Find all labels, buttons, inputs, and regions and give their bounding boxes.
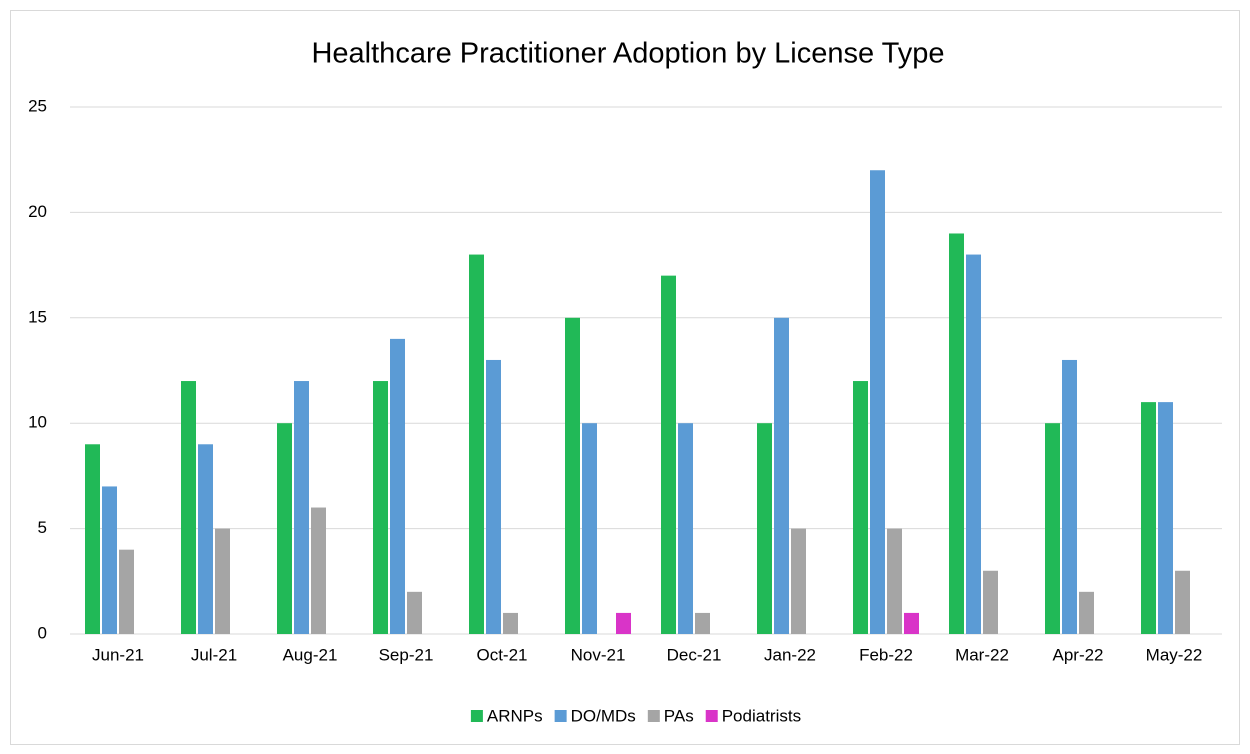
bar	[757, 423, 772, 634]
bar	[870, 170, 885, 635]
x-tick-label: Feb-22	[859, 645, 913, 664]
bar	[695, 612, 710, 634]
bar	[1045, 423, 1060, 634]
bar	[791, 528, 806, 634]
bar	[983, 570, 998, 634]
bar	[1079, 591, 1094, 634]
legend-swatch	[647, 710, 660, 722]
bar	[966, 254, 981, 634]
bar	[853, 381, 868, 634]
bar	[582, 423, 597, 634]
y-tick-label: 5	[38, 518, 47, 537]
bar	[565, 317, 580, 634]
chart-title: Healthcare Practitioner Adoption by Lice…	[311, 38, 944, 70]
bar	[949, 233, 964, 635]
bar	[390, 338, 405, 634]
x-tick-label: Nov-21	[571, 645, 626, 664]
legend-swatch	[705, 710, 718, 722]
y-tick-label: 0	[38, 623, 47, 642]
bar	[678, 423, 693, 634]
bar	[1062, 359, 1077, 634]
x-tick-label: Apr-22	[1052, 645, 1103, 664]
bar	[181, 381, 196, 634]
x-tick-label: Aug-21	[283, 645, 338, 664]
bar	[1158, 402, 1173, 634]
x-tick-label: Jun-21	[92, 645, 144, 664]
bar	[1141, 402, 1156, 634]
legend-swatch	[554, 710, 567, 722]
legend-swatch	[470, 710, 483, 722]
bar	[215, 528, 230, 634]
bar	[311, 507, 326, 634]
bar	[904, 612, 919, 634]
x-tick-label: Sep-21	[379, 645, 434, 664]
y-tick-label: 10	[28, 413, 47, 432]
bar	[486, 359, 501, 634]
x-tick-label: May-22	[1146, 645, 1203, 664]
x-tick-label: Mar-22	[955, 645, 1009, 664]
x-tick-label: Jan-22	[764, 645, 816, 664]
bar	[102, 486, 117, 634]
x-tick-label: Oct-21	[476, 645, 527, 664]
x-tick-label: Dec-21	[667, 645, 722, 664]
bar	[198, 444, 213, 634]
y-tick-label: 25	[28, 96, 47, 115]
bar	[661, 275, 676, 634]
bar	[294, 381, 309, 634]
bar	[373, 381, 388, 634]
bar	[616, 612, 631, 634]
bar	[1175, 570, 1190, 634]
bar	[407, 591, 422, 634]
legend-label: PAs	[664, 706, 694, 725]
bar	[277, 423, 292, 634]
legend-label: DO/MDs	[571, 706, 636, 725]
bar	[469, 254, 484, 634]
y-tick-label: 15	[28, 307, 47, 326]
bar	[887, 528, 902, 634]
bar	[85, 444, 100, 634]
x-tick-label: Jul-21	[191, 645, 237, 664]
bar	[774, 317, 789, 634]
bar	[119, 549, 134, 634]
legend-label: ARNPs	[487, 706, 543, 725]
bar	[503, 612, 518, 634]
legend-label: Podiatrists	[722, 706, 801, 725]
y-tick-label: 20	[28, 202, 47, 221]
